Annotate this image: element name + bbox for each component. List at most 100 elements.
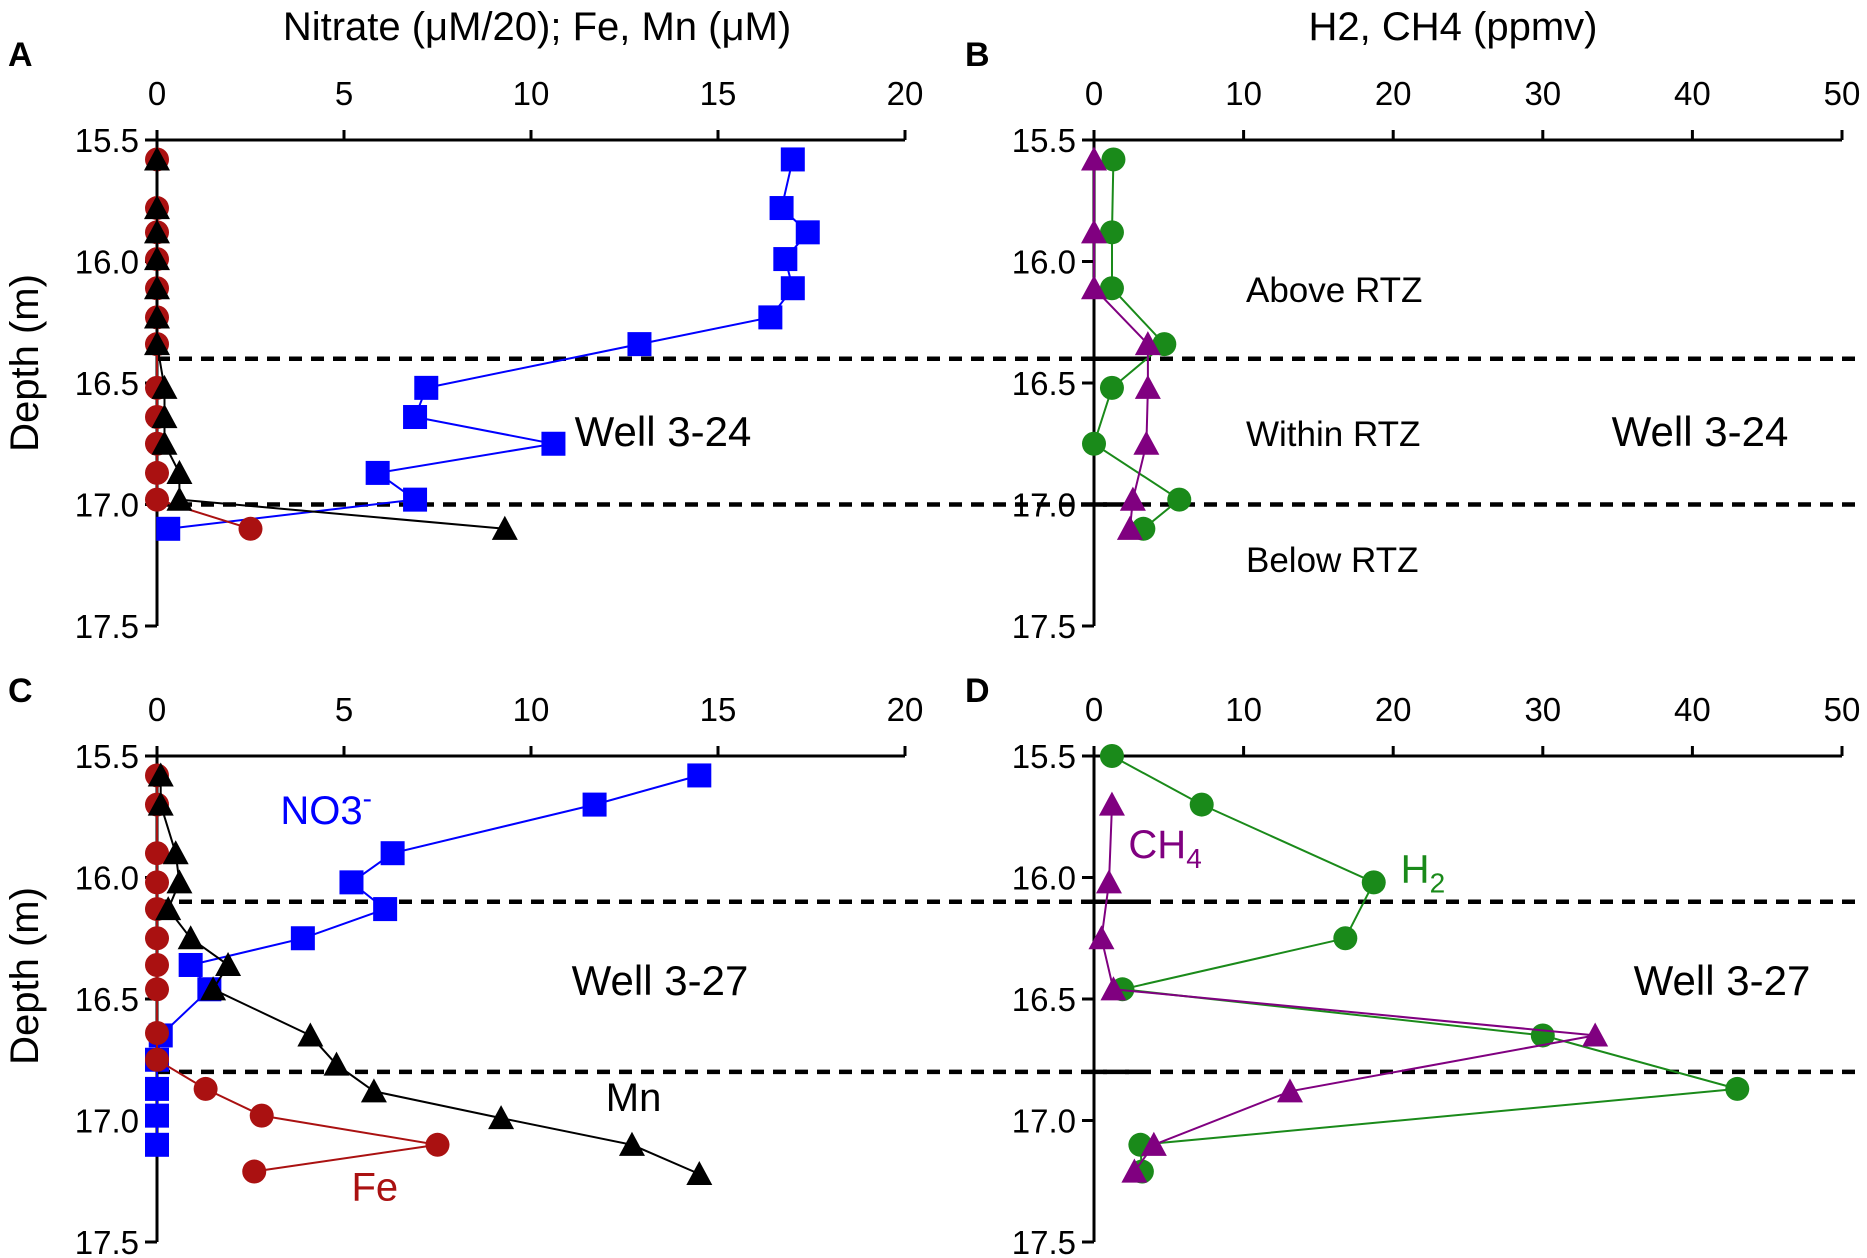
marker-mn-triangle [491,515,518,540]
marker-no3-square [145,1132,169,1157]
marker-h2-circle [1082,431,1106,456]
y-tick-label-a: 16.5 [75,365,139,402]
marker-no3-square [795,220,820,245]
y-tick-label-c: 17.0 [75,1103,139,1140]
y-tick-label-b: 15.5 [1012,122,1076,159]
y-tick-label-b: 16.5 [1012,365,1076,402]
y-tick-label-d: 17.5 [1012,1224,1076,1258]
panel-d-title: Well 3-27 [1634,957,1811,1004]
marker-fe-circle [145,870,169,895]
marker-mn-triangle [200,976,227,1001]
marker-no3-square [145,1076,169,1101]
x-tick-label-d: 40 [1674,691,1711,728]
panel-d: 0 10 20 30 40 50 15.5 16.0 16.5 17.0 17.5 CH4 H2 [1012,691,1862,1258]
marker-mn-triangle [144,304,170,329]
marker-no3-square [627,332,652,357]
marker-mn-triangle [144,146,170,171]
y-tick-label-d: 16.0 [1012,860,1076,897]
marker-mn-triangle [177,925,204,950]
y-tick-label-b: 16.0 [1012,244,1076,281]
marker-mn-triangle [155,896,182,921]
marker-h2-circle [1099,220,1124,245]
marker-ch4-triangle [1121,1158,1148,1183]
marker-fe-circle [145,952,169,977]
marker-h2-circle [1152,332,1177,357]
x-tick-label-c: 5 [335,691,353,728]
marker-h2-circle [1361,870,1386,895]
y-tick-label-a: 17.5 [75,608,139,645]
x-tick-label-a: 15 [700,75,737,112]
x-tick-label-b: 10 [1225,75,1262,112]
marker-mn-triangle [151,374,178,399]
y-tick-label-d: 17.0 [1012,1103,1076,1140]
y-tick-label-c: 17.5 [75,1224,139,1258]
x-tick-label-b: 20 [1375,75,1412,112]
marker-ch4-triangle [1119,486,1146,511]
y-tick-label-d: 16.5 [1012,981,1076,1018]
x-tick-label-c: 10 [513,691,550,728]
marker-no3-square [773,247,798,272]
x-tick-label-b: 40 [1674,75,1711,112]
marker-fe-circle [145,841,169,866]
axis-title-b: H2, CH4 (ppmv) [1309,5,1598,49]
zone-label-within: Within RTZ [1246,415,1420,454]
marker-ch4-triangle [1081,146,1107,171]
marker-h2-circle [1189,792,1214,817]
marker-ch4-triangle [1098,791,1125,816]
series-line-a-no3 [168,159,810,530]
y-tick-label-c: 16.0 [75,860,139,897]
x-tick-label-a: 10 [513,75,550,112]
marker-no3-square [541,431,566,456]
x-tick-label-a: 0 [148,75,166,112]
marker-h2-circle [1099,276,1124,301]
x-tick-label-d: 30 [1524,691,1561,728]
marker-mn-triangle [618,1131,645,1156]
marker-h2-circle [1333,926,1358,951]
marker-fe-circle [242,1159,267,1184]
marker-no3-square [780,147,805,172]
x-tick-label-d: 20 [1375,691,1412,728]
series-label-d-h: H2 [1401,847,1445,898]
x-tick-label-c: 20 [887,691,924,728]
marker-no3-square [178,952,203,977]
marker-no3-square [365,460,390,485]
series-label-c-no3: NO3- [280,783,372,833]
marker-ch4-triangle [1134,331,1161,356]
marker-ch4-triangle [1276,1078,1303,1103]
marker-fe-circle [145,1047,169,1072]
panel-a-title: Well 3-24 [575,408,752,455]
y-tick-label-b: 17.5 [1012,608,1076,645]
marker-mn-triangle [151,404,178,429]
marker-no3-square [373,897,398,922]
marker-no3-square [380,841,405,866]
zone-label-above: Above RTZ [1246,271,1422,310]
marker-fe-circle [249,1103,274,1128]
marker-mn-triangle [144,275,170,300]
y-tick-label-a: 16.0 [75,244,139,281]
y-tick-label-a: 17.0 [75,487,139,524]
marker-fe-circle [145,460,169,485]
y-axis-title-a: Depth (m) [3,274,47,452]
marker-mn-triangle [144,246,170,271]
panel-letter-a: A [8,36,33,74]
marker-fe-circle [145,977,169,1002]
marker-ch4-triangle [1081,275,1107,300]
panel-a: 0 5 10 15 20 15.5 16.0 16.5 17.0 17.5 [75,75,1140,645]
x-tick-label-b: 50 [1824,75,1861,112]
marker-ch4-triangle [1582,1022,1609,1047]
series-label-c-fe: Fe [351,1166,398,1210]
x-tick-label-c: 0 [148,691,166,728]
marker-mn-triangle [323,1051,350,1076]
axis-title-a: Nitrate (μM/20); Fe, Mn (μM) [283,5,791,49]
marker-ch4-triangle [1095,869,1122,894]
marker-mn-triangle [297,1022,324,1047]
marker-mn-triangle [215,951,242,977]
y-tick-label-c: 15.5 [75,738,139,775]
marker-mn-triangle [162,840,189,865]
marker-fe-circle [145,926,169,951]
marker-no3-square [780,276,805,301]
marker-ch4-triangle [1088,925,1115,950]
marker-h2-circle [1099,744,1124,768]
panel-b: 0 10 20 30 40 50 15.5 16.0 16.5 17.0 17.5 [1012,75,1862,645]
marker-no3-square [403,405,428,430]
